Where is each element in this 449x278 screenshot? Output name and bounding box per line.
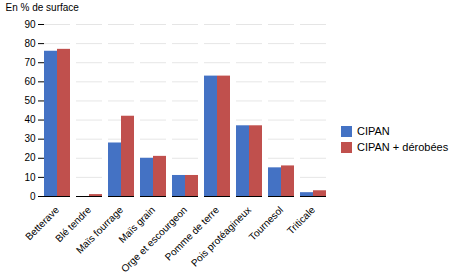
svg-text:Maïs fourrage: Maïs fourrage <box>74 204 126 256</box>
svg-text:70: 70 <box>24 57 36 68</box>
svg-text:Maïs grain: Maïs grain <box>116 204 158 245</box>
svg-text:Pois protéagineux: Pois protéagineux <box>189 204 253 268</box>
svg-text:0: 0 <box>30 191 36 202</box>
svg-text:20: 20 <box>24 152 36 163</box>
svg-text:Blé tendre: Blé tendre <box>53 204 94 245</box>
svg-text:60: 60 <box>24 76 36 87</box>
svg-text:30: 30 <box>24 133 36 144</box>
svg-text:En % de surface: En % de surface <box>6 2 80 13</box>
html-text:CIPAN: CIPAN <box>357 125 390 137</box>
html-text:CIPAN + dérobées: CIPAN + dérobées <box>357 141 449 153</box>
svg-text:40: 40 <box>24 114 36 125</box>
svg-text:Tournesol: Tournesol <box>247 204 285 242</box>
svg-text:80: 80 <box>24 38 36 49</box>
svg-text:Pomme de terre: Pomme de terre <box>163 204 222 263</box>
svg-text:10: 10 <box>24 172 36 183</box>
svg-text:Betterave: Betterave <box>23 204 62 243</box>
svg-text:Orge et escourgeon: Orge et escourgeon <box>118 204 190 275</box>
svg-text:Triticale: Triticale <box>285 204 318 237</box>
svg-text:50: 50 <box>24 95 36 106</box>
svg-text:90: 90 <box>24 19 36 30</box>
